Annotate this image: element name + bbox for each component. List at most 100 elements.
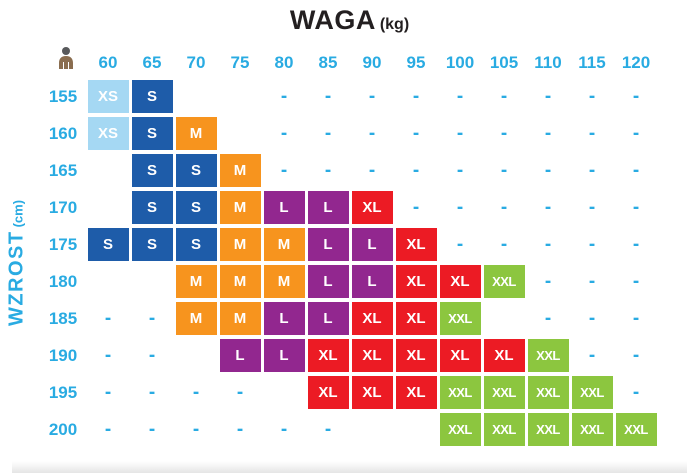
dash-cell: - — [456, 122, 464, 144]
size-cell-l: L — [350, 226, 394, 263]
dash-cell: - — [588, 85, 596, 107]
weight-column-header: 65 — [142, 53, 162, 72]
size-cell-m: M — [218, 300, 262, 337]
size-cell-xl: XL — [394, 226, 438, 263]
size-box-s: S — [175, 191, 217, 224]
size-cell-m: M — [262, 226, 306, 263]
dash-cell: - — [324, 122, 332, 144]
size-cell-m: M — [218, 189, 262, 226]
size-box-l: L — [263, 191, 305, 224]
size-box-xs: XS — [87, 117, 129, 150]
height-row-header: 170 — [48, 197, 78, 217]
dash-cell: - — [544, 122, 552, 144]
size-cell-l: L — [262, 189, 306, 226]
dash-cell: - — [632, 85, 640, 107]
dash-cell: - — [368, 159, 376, 181]
size-box-s: S — [131, 154, 173, 187]
size-box-xxl: XXL — [483, 413, 525, 446]
dash-cell: - — [192, 418, 200, 440]
size-box-l: L — [307, 228, 349, 261]
dash-cell: - — [280, 85, 288, 107]
weight-column-header: 120 — [621, 53, 651, 72]
dash-cell: - — [456, 233, 464, 255]
dash-cell: - — [544, 233, 552, 255]
height-row-header: 200 — [48, 419, 78, 439]
y-axis-label-unit: (cm) — [10, 199, 26, 228]
dash-cell: - — [280, 418, 288, 440]
size-cell-xxl: XXL — [526, 411, 570, 448]
size-box-xxl: XXL — [571, 413, 613, 446]
size-cell-xl: XL — [394, 300, 438, 337]
size-box-s: S — [175, 228, 217, 261]
size-box-m: M — [219, 154, 261, 187]
dash-cell: - — [412, 85, 420, 107]
size-box-xl: XL — [351, 191, 393, 224]
size-box-xl: XL — [483, 339, 525, 372]
dash-cell: - — [148, 381, 156, 403]
size-cell-xl: XL — [482, 337, 526, 374]
weight-column-header: 110 — [534, 53, 562, 72]
size-box-m: M — [263, 228, 305, 261]
weight-column-header: 85 — [318, 53, 338, 72]
size-box-s: S — [131, 80, 173, 113]
weight-column-header: 115 — [578, 53, 606, 72]
dash-cell: - — [544, 270, 552, 292]
size-box-l: L — [307, 191, 349, 224]
dash-cell: - — [104, 307, 112, 329]
size-cell-xl: XL — [394, 374, 438, 411]
empty-cell — [218, 115, 262, 152]
weight-column-header: 80 — [274, 53, 294, 72]
chart-title-text: WAGA — [289, 5, 376, 35]
size-cell-l: L — [218, 337, 262, 374]
empty-cell — [174, 337, 218, 374]
size-box-s: S — [87, 228, 129, 261]
dash-cell: - — [236, 418, 244, 440]
dash-cell: - — [500, 122, 508, 144]
size-cell-m: M — [218, 152, 262, 189]
size-box-l: L — [351, 265, 393, 298]
dash-cell: - — [544, 85, 552, 107]
weight-column-header: 95 — [406, 53, 426, 72]
dash-cell: - — [632, 344, 640, 366]
size-cell-xs: XS — [86, 78, 130, 115]
size-cell-s: S — [174, 152, 218, 189]
size-cell-xxl: XXL — [482, 263, 526, 300]
empty-cell — [350, 411, 394, 448]
size-box-xxl: XXL — [527, 413, 569, 446]
size-cell-xxl: XXL — [438, 374, 482, 411]
size-cell-xl: XL — [306, 374, 350, 411]
size-cell-m: M — [218, 263, 262, 300]
size-box-xxl: XXL — [571, 376, 613, 409]
weight-column-header: 70 — [186, 53, 206, 72]
empty-cell — [130, 263, 174, 300]
empty-cell — [86, 152, 130, 189]
size-box-xxl: XXL — [615, 413, 657, 446]
size-box-xl: XL — [395, 376, 437, 409]
size-cell-s: S — [130, 226, 174, 263]
size-cell-xl: XL — [306, 337, 350, 374]
dash-cell: - — [412, 159, 420, 181]
size-cell-l: L — [306, 226, 350, 263]
size-box-m: M — [219, 191, 261, 224]
dash-cell: - — [368, 85, 376, 107]
dash-cell: - — [280, 159, 288, 181]
size-box-m: M — [263, 265, 305, 298]
dash-cell: - — [368, 122, 376, 144]
dash-cell: - — [632, 381, 640, 403]
size-cell-xl: XL — [438, 263, 482, 300]
size-box-l: L — [351, 228, 393, 261]
size-cell-xxl: XXL — [570, 374, 614, 411]
size-box-l: L — [307, 302, 349, 335]
size-box-m: M — [219, 265, 261, 298]
dash-cell: - — [104, 418, 112, 440]
size-box-m: M — [219, 302, 261, 335]
weight-column-header: 100 — [445, 53, 475, 72]
size-cell-l: L — [306, 263, 350, 300]
dash-cell: - — [412, 196, 420, 218]
dash-cell: - — [632, 233, 640, 255]
height-row-header: 180 — [48, 271, 78, 291]
dash-cell: - — [544, 307, 552, 329]
dash-cell: - — [148, 344, 156, 366]
size-cell-s: S — [130, 152, 174, 189]
dash-cell: - — [544, 159, 552, 181]
